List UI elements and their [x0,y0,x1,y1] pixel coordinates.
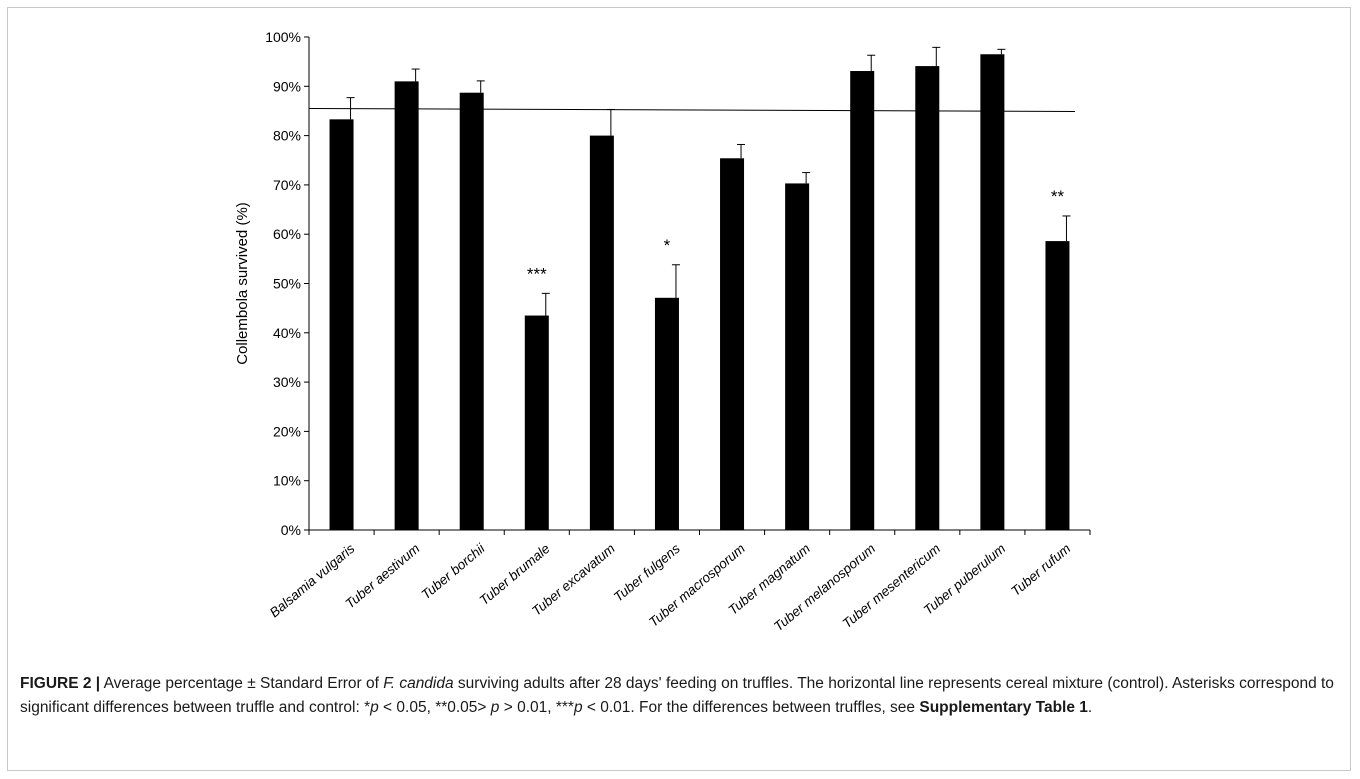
caption-text-5: < 0.01. For the differences between truf… [582,699,920,716]
significance-marker: * [664,236,671,255]
y-tick-label: 0% [281,522,301,538]
bar [329,119,354,531]
significance-marker: *** [527,264,547,283]
bar [720,158,745,530]
caption-text-2: surviving adults after 28 days' feeding … [20,675,1334,716]
y-tick-label: 100% [265,29,301,45]
bar [654,297,679,530]
y-tick-label: 60% [273,226,301,242]
bar [915,66,940,530]
y-tick-label: 90% [273,78,301,94]
bar [980,54,1005,530]
control-line [308,107,1076,112]
caption-text-4: > 0.01, *** [499,699,574,716]
bar [785,183,810,530]
bar-chart: 0% 10% 20% 30% 40% 50% 60% 70% 80% 90% 100% Collemb… [234,29,1091,634]
bar [394,81,419,531]
y-tick-label: 40% [273,325,301,341]
y-tick-label: 50% [273,276,301,292]
caption-p-1: p [370,699,379,716]
caption-text-3: < 0.05, **0.05> [378,699,491,716]
x-category-label: Tuber borchii [418,540,488,602]
bar [589,135,614,530]
y-tick-label: 20% [273,423,301,439]
y-axis-title: Collembola survived (%) [234,202,251,365]
bar [459,92,484,531]
y-tick-label: 80% [273,128,301,144]
caption-reference: Supplementary Table 1 [919,699,1088,716]
x-category-label: Balsamia vulgaris [267,541,358,621]
caption-species: F. candida [383,675,454,692]
caption-end: . [1087,699,1093,716]
caption-p-3: p [573,699,583,716]
bar [524,315,549,530]
bar [1045,241,1070,531]
figure-caption: FIGURE 2 | Average percentage ± Standard… [20,672,1336,720]
caption-text-1: Average percentage ± Standard Error of [100,675,384,692]
caption-label: FIGURE 2 | [20,675,101,692]
caption-p-2: p [490,699,500,716]
y-tick-label: 70% [273,177,301,193]
y-tick-label: 30% [273,374,301,390]
x-category-label: Tuber rufum [1008,541,1073,599]
figure-frame [7,7,1351,771]
significance-marker: ** [1051,187,1065,206]
y-tick-label: 10% [273,473,301,489]
bar [850,71,875,530]
